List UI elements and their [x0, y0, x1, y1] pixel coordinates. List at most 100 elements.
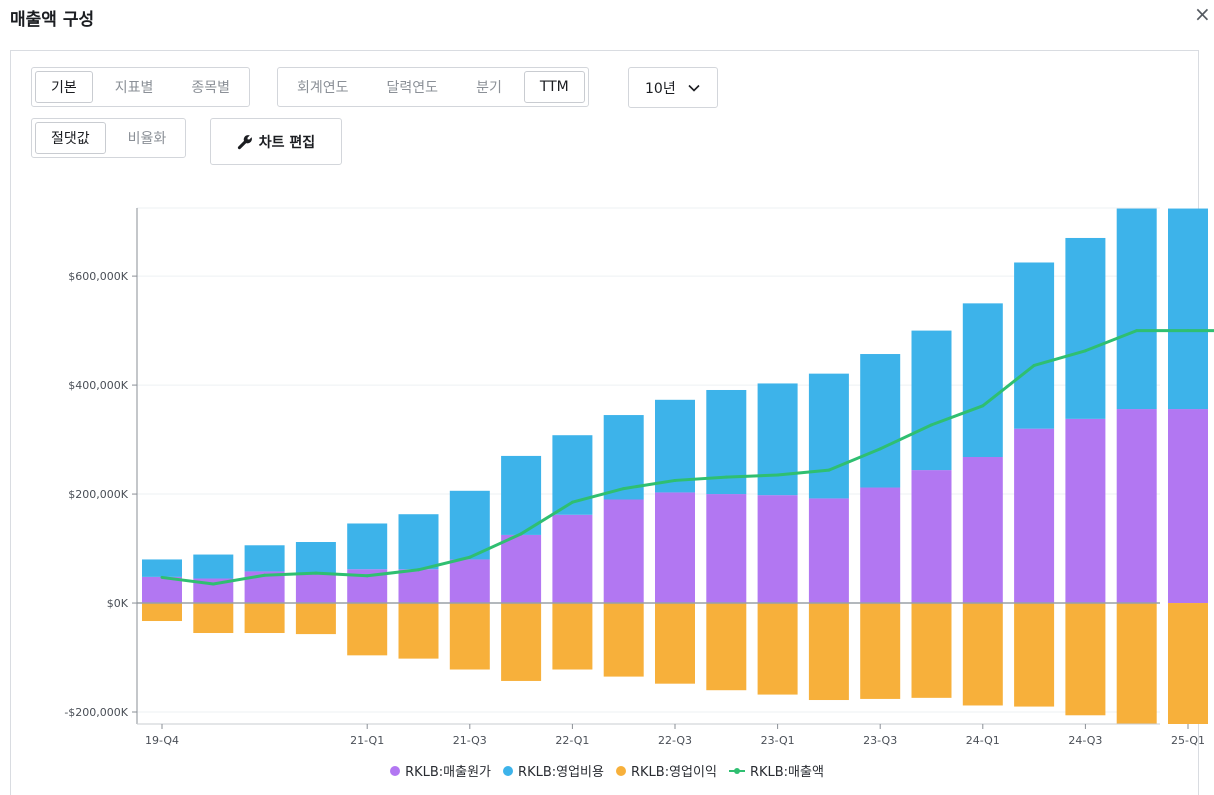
bar-operating-expense[interactable]	[501, 455, 542, 535]
bar-operating-expense[interactable]	[860, 354, 901, 488]
revenue-point[interactable]	[981, 404, 985, 408]
period-ttm-tab[interactable]: TTM	[523, 71, 585, 103]
bar-operating-expense[interactable]	[295, 542, 336, 574]
bar-operating-income[interactable]	[552, 603, 593, 670]
revenue-point[interactable]	[211, 582, 215, 586]
bar-operating-income[interactable]	[1065, 603, 1106, 716]
bar-operating-income[interactable]	[1014, 603, 1055, 707]
bar-cost-of-revenue[interactable]	[860, 487, 901, 604]
bar-operating-expense[interactable]	[449, 490, 490, 560]
revenue-point[interactable]	[878, 447, 882, 451]
view-toggle-group: 기본 지표별 종목별	[31, 67, 251, 107]
revenue-point[interactable]	[724, 475, 728, 479]
revenue-point[interactable]	[673, 478, 677, 482]
legend-dot-icon	[390, 765, 401, 776]
bar-operating-income[interactable]	[1168, 603, 1208, 724]
bar-operating-income[interactable]	[295, 603, 336, 635]
bar-operating-income[interactable]	[142, 603, 182, 622]
bar-operating-expense[interactable]	[911, 330, 952, 471]
bar-operating-income[interactable]	[398, 603, 439, 659]
bar-cost-of-revenue[interactable]	[398, 569, 439, 604]
revenue-point[interactable]	[1032, 363, 1036, 367]
bar-operating-income[interactable]	[244, 603, 285, 634]
view-by-metric-tab[interactable]: 지표별	[114, 80, 154, 96]
bar-cost-of-revenue[interactable]	[501, 534, 542, 604]
bar-cost-of-revenue[interactable]	[655, 492, 695, 604]
bar-cost-of-revenue[interactable]	[552, 514, 593, 604]
close-icon[interactable]: ×	[1194, 2, 1211, 26]
bars	[142, 208, 1208, 724]
bar-operating-income[interactable]	[501, 603, 542, 681]
bar-cost-of-revenue[interactable]	[808, 498, 849, 604]
bar-cost-of-revenue[interactable]	[1014, 428, 1055, 604]
wrench-icon	[237, 134, 252, 149]
revenue-point[interactable]	[417, 568, 420, 572]
revenue-point[interactable]	[468, 555, 472, 559]
view-basic-tab[interactable]: 기본	[35, 71, 93, 103]
scale-ratio-tab[interactable]: 비율화	[127, 131, 167, 147]
bar-cost-of-revenue[interactable]	[706, 494, 747, 604]
legend-item[interactable]: RKLB:매출원가	[390, 761, 491, 780]
period-fiscal-year-tab[interactable]: 회계연도	[297, 80, 349, 96]
revenue-point[interactable]	[622, 487, 626, 491]
revenue-point[interactable]	[314, 571, 318, 575]
bar-operating-income[interactable]	[655, 603, 695, 684]
legend-item[interactable]: RKLB:영업이익	[615, 761, 717, 780]
bar-operating-expense[interactable]	[1014, 262, 1055, 429]
y-tick-label: $200,000K	[68, 488, 128, 501]
bar-cost-of-revenue[interactable]	[142, 576, 182, 604]
revenue-point[interactable]	[519, 532, 523, 536]
bar-operating-expense[interactable]	[347, 523, 388, 570]
bar-cost-of-revenue[interactable]	[603, 499, 644, 604]
legend-item[interactable]: RKLB:영업비용	[503, 761, 604, 780]
bar-operating-income[interactable]	[193, 603, 234, 634]
bar-operating-expense[interactable]	[962, 303, 1003, 458]
legend-item[interactable]: RKLB:매출액	[728, 761, 824, 780]
revenue-point[interactable]	[827, 468, 831, 472]
revenue-point[interactable]	[160, 575, 164, 579]
bar-operating-income[interactable]	[347, 603, 388, 656]
bar-operating-income[interactable]	[911, 603, 952, 698]
bar-cost-of-revenue[interactable]	[1168, 409, 1208, 604]
bar-operating-income[interactable]	[603, 603, 644, 677]
bar-operating-expense[interactable]	[1168, 208, 1208, 410]
bar-operating-expense[interactable]	[757, 383, 798, 496]
revenue-point[interactable]	[1135, 329, 1139, 333]
bar-cost-of-revenue[interactable]	[295, 573, 336, 604]
bar-operating-income[interactable]	[962, 603, 1003, 706]
bar-operating-expense[interactable]	[808, 373, 849, 499]
period-quarter-tab[interactable]: 분기	[476, 80, 502, 96]
bar-operating-income[interactable]	[860, 603, 901, 699]
period-calendar-year-tab[interactable]: 달력연도	[386, 80, 439, 96]
bar-cost-of-revenue[interactable]	[1065, 418, 1106, 604]
revenue-point[interactable]	[365, 574, 369, 578]
range-dropdown[interactable]: 10년	[628, 67, 718, 108]
revenue-point[interactable]	[570, 500, 574, 504]
bar-cost-of-revenue[interactable]	[757, 495, 798, 604]
bar-operating-expense[interactable]	[1065, 237, 1106, 419]
bar-cost-of-revenue[interactable]	[449, 559, 490, 604]
bar-cost-of-revenue[interactable]	[1116, 409, 1157, 604]
view-by-stock-tab[interactable]: 종목별	[191, 80, 231, 96]
bar-operating-expense[interactable]	[142, 559, 182, 577]
bar-operating-expense[interactable]	[244, 545, 285, 572]
scale-absolute-tab[interactable]: 절댓값	[35, 122, 106, 154]
revenue-point[interactable]	[930, 423, 933, 427]
revenue-point[interactable]	[776, 473, 780, 477]
bar-operating-expense[interactable]	[655, 399, 695, 493]
bar-cost-of-revenue[interactable]	[962, 457, 1003, 604]
bar-operating-income[interactable]	[808, 603, 849, 701]
y-tick-label: $400,000K	[68, 379, 128, 392]
revenue-point[interactable]	[1186, 329, 1190, 333]
bar-operating-income[interactable]	[757, 603, 798, 695]
bar-operating-expense[interactable]	[1116, 208, 1157, 410]
bar-operating-income[interactable]	[449, 603, 490, 670]
bar-cost-of-revenue[interactable]	[911, 470, 952, 604]
bar-operating-income[interactable]	[706, 603, 747, 691]
bar-operating-income[interactable]	[1116, 603, 1157, 724]
revenue-point[interactable]	[263, 573, 267, 577]
revenue-point[interactable]	[1083, 349, 1087, 353]
bar-operating-expense[interactable]	[398, 514, 439, 570]
edit-chart-button[interactable]: 차트 편집	[210, 118, 342, 165]
bar-operating-expense[interactable]	[193, 554, 234, 579]
